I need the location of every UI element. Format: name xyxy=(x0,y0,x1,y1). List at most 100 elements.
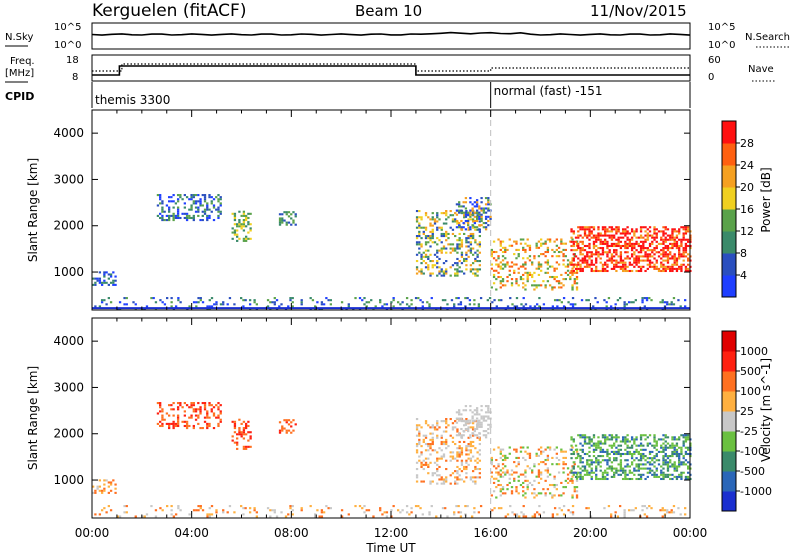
velocity-cell xyxy=(662,438,665,441)
velocity-cell xyxy=(579,448,582,451)
power-cell xyxy=(107,277,110,280)
power-cell xyxy=(653,238,656,241)
velocity-cell xyxy=(630,444,634,447)
power-cell xyxy=(473,226,477,229)
power-cell xyxy=(212,198,216,201)
power-cell xyxy=(467,249,470,252)
velocity-cell xyxy=(626,459,629,462)
power-cell xyxy=(666,255,670,258)
power-cell xyxy=(476,255,479,258)
velocity-cell xyxy=(233,422,237,425)
velocity-cell xyxy=(454,480,457,483)
velocity-cell xyxy=(572,471,575,474)
velocity-cell xyxy=(354,505,357,508)
power-cell xyxy=(564,242,567,245)
velocity-cell xyxy=(671,436,674,439)
power-cell xyxy=(579,240,582,243)
velocity-cell xyxy=(499,452,502,455)
power-cell xyxy=(653,247,656,250)
velocity-cell xyxy=(586,442,589,445)
power-cell xyxy=(471,247,475,250)
velocity-cell xyxy=(192,404,195,407)
velocity-cell xyxy=(610,475,614,478)
velocity-cell xyxy=(621,469,625,472)
power-cell xyxy=(358,297,362,300)
velocity-cell xyxy=(562,461,565,464)
velocity-cell xyxy=(621,452,625,456)
power-cell xyxy=(445,235,448,238)
velocity-plot-area xyxy=(92,318,690,518)
velocity-cell xyxy=(428,511,431,514)
velocity-cell xyxy=(522,486,525,489)
velocity-cell xyxy=(575,496,579,499)
velocity-cell xyxy=(575,477,579,480)
power-cell xyxy=(657,242,661,245)
power-cell xyxy=(219,212,222,215)
power-cell xyxy=(621,228,625,231)
power-x-ticks xyxy=(91,110,691,310)
power-cell xyxy=(535,286,538,289)
power-cell xyxy=(466,297,469,300)
power-cell xyxy=(646,234,649,237)
velocity-cell xyxy=(653,438,656,441)
power-cell xyxy=(662,238,665,241)
velocity-cell xyxy=(504,473,507,476)
power-cell xyxy=(183,212,186,215)
power-cell xyxy=(597,247,600,250)
power-cell xyxy=(469,197,472,200)
power-cell xyxy=(533,305,537,308)
velocity-cell xyxy=(515,490,518,493)
velocity-cell xyxy=(460,478,464,481)
power-cell xyxy=(610,228,614,231)
velocity-cell xyxy=(597,440,600,443)
velocity-cell xyxy=(666,463,670,466)
velocity-cell xyxy=(682,444,685,447)
velocity-cell xyxy=(616,515,620,518)
velocity-cell xyxy=(653,465,656,468)
velocity-cell xyxy=(680,477,683,481)
power-cell xyxy=(599,240,602,243)
velocity-cell xyxy=(420,480,423,483)
power-cell xyxy=(450,299,454,302)
velocity-cell xyxy=(442,455,446,458)
power-cell xyxy=(597,236,600,239)
power-cell xyxy=(197,301,200,304)
power-cell xyxy=(150,297,153,300)
power-cell xyxy=(176,206,180,209)
velocity-cell xyxy=(240,505,243,508)
power-cell xyxy=(587,299,590,302)
velocity-cell xyxy=(570,452,573,456)
velocity-cell xyxy=(621,477,625,481)
velocity-cell xyxy=(606,477,609,481)
velocity-cell xyxy=(646,475,649,478)
velocity-cell xyxy=(431,424,434,427)
power-cell xyxy=(619,253,623,256)
velocity-cell xyxy=(610,469,614,472)
velocity-cell xyxy=(586,469,589,472)
power-cell xyxy=(684,232,688,235)
velocity-cell xyxy=(601,473,605,476)
power-cell xyxy=(167,219,171,222)
velocity-cell xyxy=(499,473,502,476)
velocity-cell xyxy=(522,473,525,476)
power-cell xyxy=(666,259,670,262)
power-cell xyxy=(176,198,180,201)
power-cell xyxy=(595,240,598,243)
power-cell xyxy=(419,299,422,302)
power-cell xyxy=(574,236,578,239)
power-cell xyxy=(418,222,421,225)
power-cell xyxy=(219,202,222,205)
power-cell xyxy=(637,261,640,264)
velocity-cell xyxy=(662,467,665,470)
power-cell xyxy=(475,226,479,229)
power-cell xyxy=(94,283,97,286)
power-cell xyxy=(571,297,575,300)
velocity-cell xyxy=(668,511,671,514)
power-cell xyxy=(510,265,514,268)
power-cell xyxy=(424,241,428,244)
power-cell xyxy=(583,234,587,237)
power-cell xyxy=(244,214,248,217)
power-cell xyxy=(669,269,672,273)
velocity-cell xyxy=(684,475,688,478)
velocity-cell xyxy=(651,473,654,476)
